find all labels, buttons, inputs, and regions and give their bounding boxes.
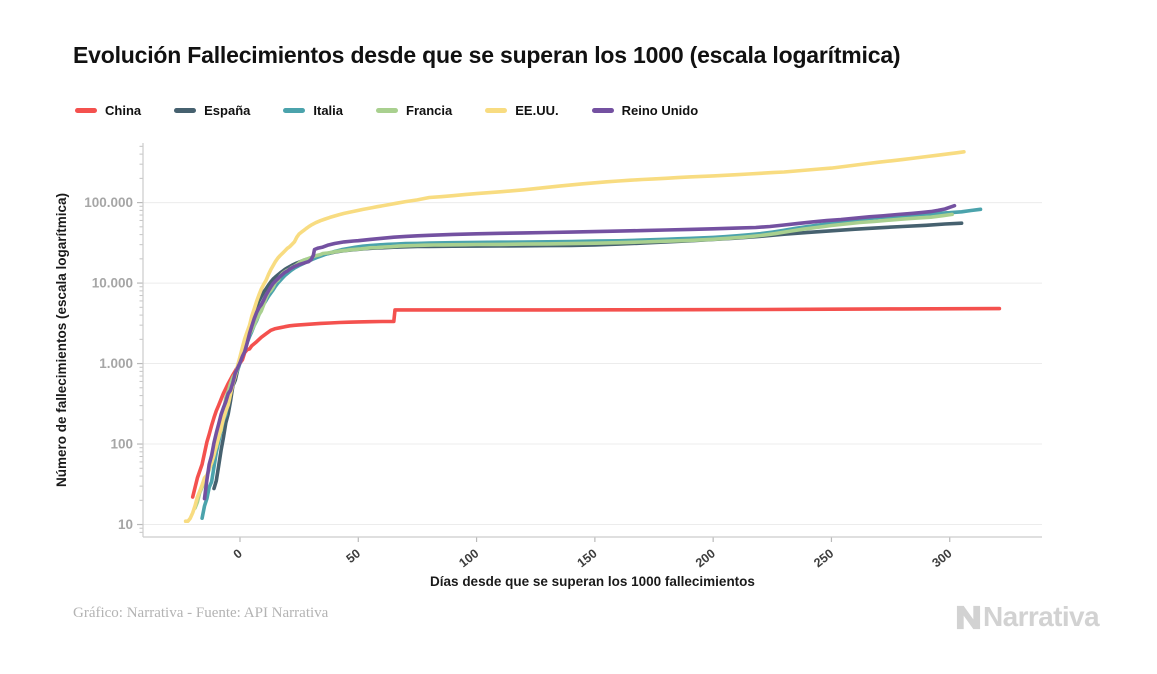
legend-swatch-francia xyxy=(376,108,398,113)
series-line-espana xyxy=(212,221,964,491)
series-line-china xyxy=(190,306,1002,499)
x-tick-label-0: 0 xyxy=(231,546,245,561)
chart-legend: China España Italia Francia EE.UU. Reino Unid… xyxy=(75,103,698,118)
chart-title: Evolución Fallecimientos desde que se su… xyxy=(73,42,901,68)
x-tick-label-100: 100 xyxy=(456,546,481,570)
y-tick-label-10: 10 xyxy=(118,517,133,532)
x-tick-label-300: 300 xyxy=(930,546,955,570)
x-tick-label-150: 150 xyxy=(575,546,600,570)
legend-swatch-china xyxy=(75,108,97,113)
legend-label-italia: Italia xyxy=(313,103,343,118)
narrativa-logo: Narrativa xyxy=(955,601,1100,633)
legend-label-espana: España xyxy=(204,103,251,118)
x-axis-title: Días desde que se superan los 1000 falle… xyxy=(430,574,755,589)
x-tick-label-200: 200 xyxy=(693,546,718,570)
legend-item-reino-unido: Reino Unido xyxy=(591,103,699,118)
series-line-reino-unido xyxy=(202,203,957,501)
legend-swatch-reino-unido xyxy=(591,108,614,113)
legend-label-china: China xyxy=(105,103,142,118)
legend-swatch-espana xyxy=(174,108,197,113)
y-tick-label-100: 100 xyxy=(110,437,133,452)
legend-item-espana: España xyxy=(174,103,250,118)
legend-label-reino-unido: Reino Unido xyxy=(621,103,699,118)
legend-swatch-ee-uu xyxy=(485,108,508,113)
x-tick-label-250: 250 xyxy=(811,546,836,570)
legend-label-francia: Francia xyxy=(406,103,453,118)
legend-item-francia: Francia xyxy=(376,103,452,118)
series-line-ee-uu xyxy=(183,150,966,523)
legend-label-ee-uu: EE.UU. xyxy=(515,103,559,118)
y-tick-label-10.000: 10.000 xyxy=(92,276,133,291)
y-tick-label-100.000: 100.000 xyxy=(84,195,133,210)
legend-item-china: China xyxy=(75,103,141,118)
x-tick-label-50: 50 xyxy=(344,546,364,566)
footer-credit: Gráfico: Narrativa - Fuente: API Narrati… xyxy=(73,605,329,621)
legend-item-ee-uu: EE.UU. xyxy=(485,103,559,118)
narrativa-logo-icon xyxy=(956,605,981,629)
legend-swatch-italia xyxy=(283,108,306,113)
y-axis-title: Número de fallecimientos (escala logarít… xyxy=(54,193,69,487)
series-line-francia xyxy=(193,212,954,510)
narrativa-logo-text: Narrativa xyxy=(982,601,1100,632)
legend-item-italia: Italia xyxy=(283,103,343,118)
y-tick-label-1.000: 1.000 xyxy=(99,356,133,371)
